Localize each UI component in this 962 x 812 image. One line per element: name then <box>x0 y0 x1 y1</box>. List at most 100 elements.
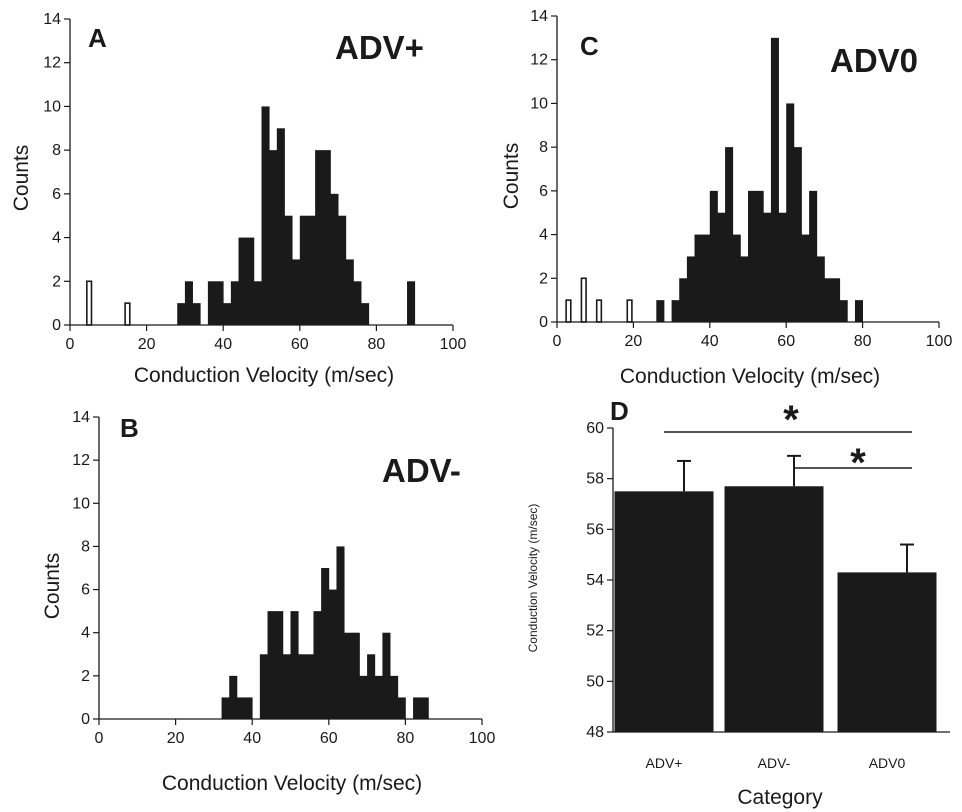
histogram-bar <box>298 654 307 719</box>
histogram-bar <box>740 256 749 322</box>
bar <box>724 486 824 732</box>
x-axis-label: Conduction Velocity (m/sec) <box>620 365 880 388</box>
y-tick-label: 12 <box>43 55 61 72</box>
histogram-bar <box>344 632 353 719</box>
histogram-bar <box>221 697 230 719</box>
histogram-bar <box>390 675 399 719</box>
x-tick-label: 0 <box>95 730 104 747</box>
histogram-bar <box>238 237 247 325</box>
y-tick-label: 10 <box>43 98 61 115</box>
y-tick-label: 50 <box>586 673 604 690</box>
y-tick-label: 48 <box>586 724 604 741</box>
histogram-bar-open <box>86 280 93 326</box>
histogram-bar <box>763 212 772 322</box>
y-tick-label: 6 <box>539 183 548 200</box>
y-tick-label: 60 <box>586 420 604 437</box>
y-tick-label: 8 <box>81 538 90 555</box>
x-tick-label: 40 <box>214 336 232 353</box>
histogram-bar <box>778 212 787 322</box>
histogram-bar <box>284 215 293 325</box>
histogram-bar <box>656 300 665 322</box>
group-label: ADV+ <box>335 29 424 66</box>
y-axis-label: Conduction Velocity (m/sec) <box>526 504 540 653</box>
x-tick-label: 100 <box>469 730 496 747</box>
histogram-bar <box>420 697 429 719</box>
histogram-bar <box>413 697 422 719</box>
histogram-bar <box>351 632 360 719</box>
histogram-bar <box>269 150 278 325</box>
histogram-bar <box>261 106 270 325</box>
histogram-bar <box>184 281 193 325</box>
histogram-bar <box>367 654 376 719</box>
significance-marker: * <box>850 441 866 485</box>
x-tick-label: 100 <box>926 333 953 350</box>
histogram-bar <box>374 675 383 719</box>
histogram-bar <box>801 234 810 322</box>
histogram-bar <box>671 300 680 322</box>
x-tick-label: 20 <box>167 730 185 747</box>
y-tick-label: 14 <box>530 8 548 25</box>
y-tick-label: 14 <box>72 409 90 426</box>
histogram-bar <box>215 281 224 325</box>
histogram-bar <box>236 697 245 719</box>
significance-marker: * <box>783 398 799 442</box>
x-tick-label: 60 <box>320 730 338 747</box>
panel-a: A ADV+ 0 2 4 6 8 10 12 14 0 20 40 60 80 100 Counts Co… <box>10 11 466 387</box>
x-tick-label: 0 <box>66 336 75 353</box>
histogram-bar <box>305 654 314 719</box>
y-tick-label: 2 <box>52 273 61 290</box>
histogram-bar <box>694 234 703 322</box>
histogram-bar <box>246 237 255 325</box>
panel-label: A <box>88 23 107 53</box>
histogram-bar-open <box>580 277 587 323</box>
x-tick-label: 80 <box>397 730 415 747</box>
histogram-bar <box>275 611 284 719</box>
histogram-bar <box>839 300 848 322</box>
histogram-bar <box>816 256 825 322</box>
histogram-bar <box>192 303 201 325</box>
histogram-bar <box>709 190 718 322</box>
histogram-bar <box>330 193 339 325</box>
y-tick-label: 2 <box>81 668 90 685</box>
x-axis-label: Conduction Velocity (m/sec) <box>134 364 394 387</box>
histogram-bar-open <box>124 302 131 326</box>
histogram-bar <box>748 190 757 322</box>
y-tick-label: 0 <box>81 711 90 728</box>
y-tick-label: 4 <box>539 227 548 244</box>
y-tick-label: 14 <box>43 11 61 28</box>
histogram-bar <box>702 234 711 322</box>
histogram-bar <box>328 589 337 719</box>
panel-label: C <box>580 31 599 61</box>
group-label: ADV0 <box>830 42 918 79</box>
histogram-bar <box>292 259 301 325</box>
category-label: ADV0 <box>869 755 906 771</box>
y-tick-label: 52 <box>586 623 604 640</box>
panel-b: B ADV- 0 2 4 6 8 10 12 14 0 20 40 60 80 100 Counts Co… <box>41 409 495 795</box>
histogram-bar <box>345 259 354 325</box>
y-tick-label: 6 <box>81 582 90 599</box>
histogram-bar <box>824 278 833 322</box>
y-tick-label: 0 <box>52 317 61 334</box>
histogram-bar <box>230 281 239 325</box>
histogram-bar-open <box>595 299 603 323</box>
x-tick-label: 20 <box>625 333 643 350</box>
histogram-bar <box>770 37 779 322</box>
histogram-bar <box>809 190 818 322</box>
x-tick-label: 60 <box>777 333 795 350</box>
y-tick-label: 58 <box>586 471 604 488</box>
y-tick-label: 12 <box>72 452 90 469</box>
category-label: ADV+ <box>646 755 683 771</box>
histogram-bar <box>679 278 688 322</box>
x-tick-label: 40 <box>701 333 719 350</box>
x-tick-label: 80 <box>368 336 386 353</box>
panel-d: D ADV+ ADV- ADV0 48 50 52 54 56 58 60 * * Conducti… <box>526 396 950 809</box>
x-tick-label: 100 <box>440 336 467 353</box>
y-axis-label: Counts <box>500 143 523 210</box>
histogram-bar <box>338 215 347 325</box>
y-tick-label: 8 <box>52 142 61 159</box>
histogram-bar <box>313 611 322 719</box>
histogram-bar <box>832 278 841 322</box>
histogram-bar <box>793 147 802 322</box>
y-tick-label: 56 <box>586 521 604 538</box>
